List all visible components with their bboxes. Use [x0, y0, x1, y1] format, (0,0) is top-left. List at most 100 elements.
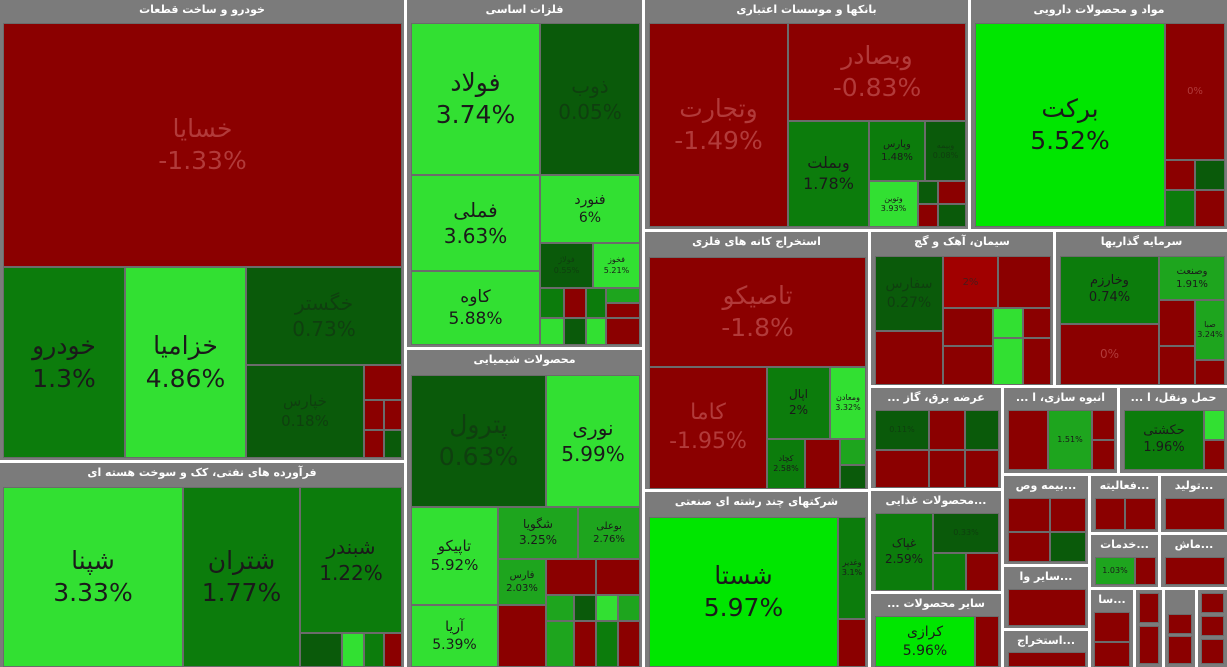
- tile-khesapa[interactable]: خسایا -1.33%: [3, 23, 402, 267]
- tile-small[interactable]: [546, 559, 596, 595]
- tile-small[interactable]: [364, 633, 384, 667]
- tile-small[interactable]: [1135, 557, 1156, 585]
- tile-vetejarat[interactable]: وتجارت -1.49%: [649, 23, 788, 227]
- tile-small[interactable]: [1125, 498, 1156, 530]
- tile-booali[interactable]: بوعلی 2.76%: [578, 507, 640, 559]
- tile-small[interactable]: [546, 621, 574, 667]
- tile-small[interactable]: [364, 430, 384, 458]
- tile-small[interactable]: [606, 288, 640, 303]
- tile-small[interactable]: [1008, 652, 1086, 667]
- tile-small[interactable]: [1195, 190, 1225, 227]
- tile-khgostar[interactable]: خگستر 0.73%: [246, 267, 402, 365]
- tile-barekat[interactable]: برکت 5.52%: [975, 23, 1165, 227]
- tile-saba[interactable]: صبا 3.24%: [1195, 300, 1225, 360]
- tile-khpars[interactable]: خپارس 0.18%: [246, 365, 364, 458]
- tile-small[interactable]: [1195, 360, 1225, 385]
- tile-small[interactable]: [1201, 616, 1224, 636]
- tile-small[interactable]: [618, 595, 640, 621]
- tile-shasta[interactable]: شستا 5.97%: [649, 517, 838, 667]
- tile-pharma-2[interactable]: 0%: [1165, 23, 1225, 160]
- tile-apal[interactable]: اپال 2%: [767, 367, 830, 439]
- tile-small[interactable]: [1092, 440, 1115, 470]
- tile-small[interactable]: [384, 430, 402, 458]
- tile-small[interactable]: [943, 346, 993, 385]
- tile-small[interactable]: [1168, 636, 1192, 664]
- tile-foolad[interactable]: فولاد 3.74%: [411, 23, 540, 175]
- tile-small[interactable]: [596, 621, 618, 667]
- tile-sefars[interactable]: سفارس 0.27%: [875, 256, 943, 331]
- tile-small[interactable]: [1139, 593, 1159, 623]
- tile-small[interactable]: [1168, 614, 1192, 634]
- tile-small[interactable]: [918, 204, 938, 227]
- tile-small[interactable]: [574, 621, 596, 667]
- tile-small[interactable]: [1201, 639, 1224, 664]
- tile-small[interactable]: [1195, 160, 1225, 190]
- tile-small[interactable]: [965, 450, 999, 488]
- tile-small[interactable]: [840, 439, 866, 465]
- tile-small[interactable]: [1050, 498, 1086, 532]
- tile-small[interactable]: [1008, 410, 1048, 470]
- tile-small[interactable]: [586, 318, 606, 345]
- tile-small[interactable]: [1094, 642, 1130, 667]
- tile-small[interactable]: [1095, 498, 1125, 530]
- tile-small[interactable]: [993, 338, 1023, 385]
- tile-small[interactable]: [1008, 589, 1086, 626]
- tile-shepna[interactable]: شپنا 3.33%: [3, 487, 183, 667]
- tile-small[interactable]: [300, 633, 342, 667]
- tile-small[interactable]: [606, 318, 640, 345]
- tile-small[interactable]: [1139, 626, 1159, 664]
- tile-small[interactable]: [938, 181, 966, 204]
- tile-small[interactable]: [596, 595, 618, 621]
- tile-small[interactable]: [546, 595, 574, 621]
- tile-small[interactable]: [1050, 532, 1086, 562]
- tile-folazh[interactable]: فولاژ 0.55%: [540, 243, 593, 288]
- tile-shbandar[interactable]: شبندر 1.22%: [300, 487, 402, 633]
- tile-veghadir[interactable]: وغدیر 3.1%: [838, 517, 866, 619]
- tile-invest-4[interactable]: 0%: [1060, 324, 1159, 385]
- tile-small[interactable]: [540, 318, 564, 345]
- tile-small[interactable]: [574, 595, 596, 621]
- tile-small[interactable]: [1023, 338, 1051, 385]
- tile-kaveh[interactable]: کاوه 5.88%: [411, 271, 540, 345]
- tile-small[interactable]: [998, 256, 1051, 308]
- tile-kechad[interactable]: کچاد 2.58%: [767, 439, 805, 489]
- tile-small[interactable]: [586, 288, 606, 318]
- tile-shegoya[interactable]: شگویا 3.25%: [498, 507, 578, 559]
- tile-small[interactable]: [1008, 532, 1050, 562]
- tile-shetran[interactable]: شتران 1.77%: [183, 487, 300, 667]
- tile-small[interactable]: [1165, 190, 1195, 227]
- tile-small[interactable]: [1165, 557, 1225, 585]
- tile-small[interactable]: [943, 308, 993, 346]
- tile-tasiko[interactable]: تاصیکو -1.8%: [649, 257, 866, 367]
- tile-fars[interactable]: فارس 2.03%: [498, 559, 546, 605]
- tile-small[interactable]: [975, 616, 999, 667]
- tile-small[interactable]: [1204, 410, 1225, 440]
- tile-petrol[interactable]: پترول 0.63%: [411, 375, 546, 507]
- tile-small[interactable]: [1008, 498, 1050, 532]
- tile-small[interactable]: [929, 450, 965, 488]
- tile-vebime[interactable]: وبیمه 0.08%: [925, 121, 966, 181]
- tile-vebmellat[interactable]: وبملت 1.78%: [788, 121, 869, 227]
- tile-small[interactable]: [384, 633, 402, 667]
- tile-small[interactable]: [1165, 160, 1195, 190]
- tile-zob[interactable]: ذوب 0.05%: [540, 23, 640, 175]
- tile-small[interactable]: [342, 633, 364, 667]
- tile-vekharazm[interactable]: وخارزم 0.74%: [1060, 256, 1159, 324]
- tile-tapiko[interactable]: تاپیکو 5.92%: [411, 507, 498, 605]
- tile-vetoin[interactable]: وتوین 3.93%: [869, 181, 918, 227]
- tile-small[interactable]: [1094, 612, 1130, 642]
- tile-small[interactable]: [1204, 440, 1225, 470]
- tile-small[interactable]: [1201, 593, 1224, 613]
- tile-construction-1[interactable]: 1.51%: [1048, 410, 1092, 470]
- tile-small[interactable]: [564, 318, 586, 345]
- tile-small[interactable]: [875, 450, 929, 488]
- tile-small[interactable]: [965, 410, 999, 450]
- tile-small[interactable]: [938, 204, 966, 227]
- tile-services-1[interactable]: 1.03%: [1095, 557, 1135, 585]
- tile-fameli[interactable]: فملی 3.63%: [411, 175, 540, 271]
- tile-khodro[interactable]: خودرو 1.3%: [3, 267, 125, 458]
- tile-small[interactable]: [596, 559, 640, 595]
- tile-vepars[interactable]: وپارس 1.48%: [869, 121, 925, 181]
- tile-food-2[interactable]: 0.33%: [933, 513, 999, 553]
- tile-noori[interactable]: نوری 5.99%: [546, 375, 640, 507]
